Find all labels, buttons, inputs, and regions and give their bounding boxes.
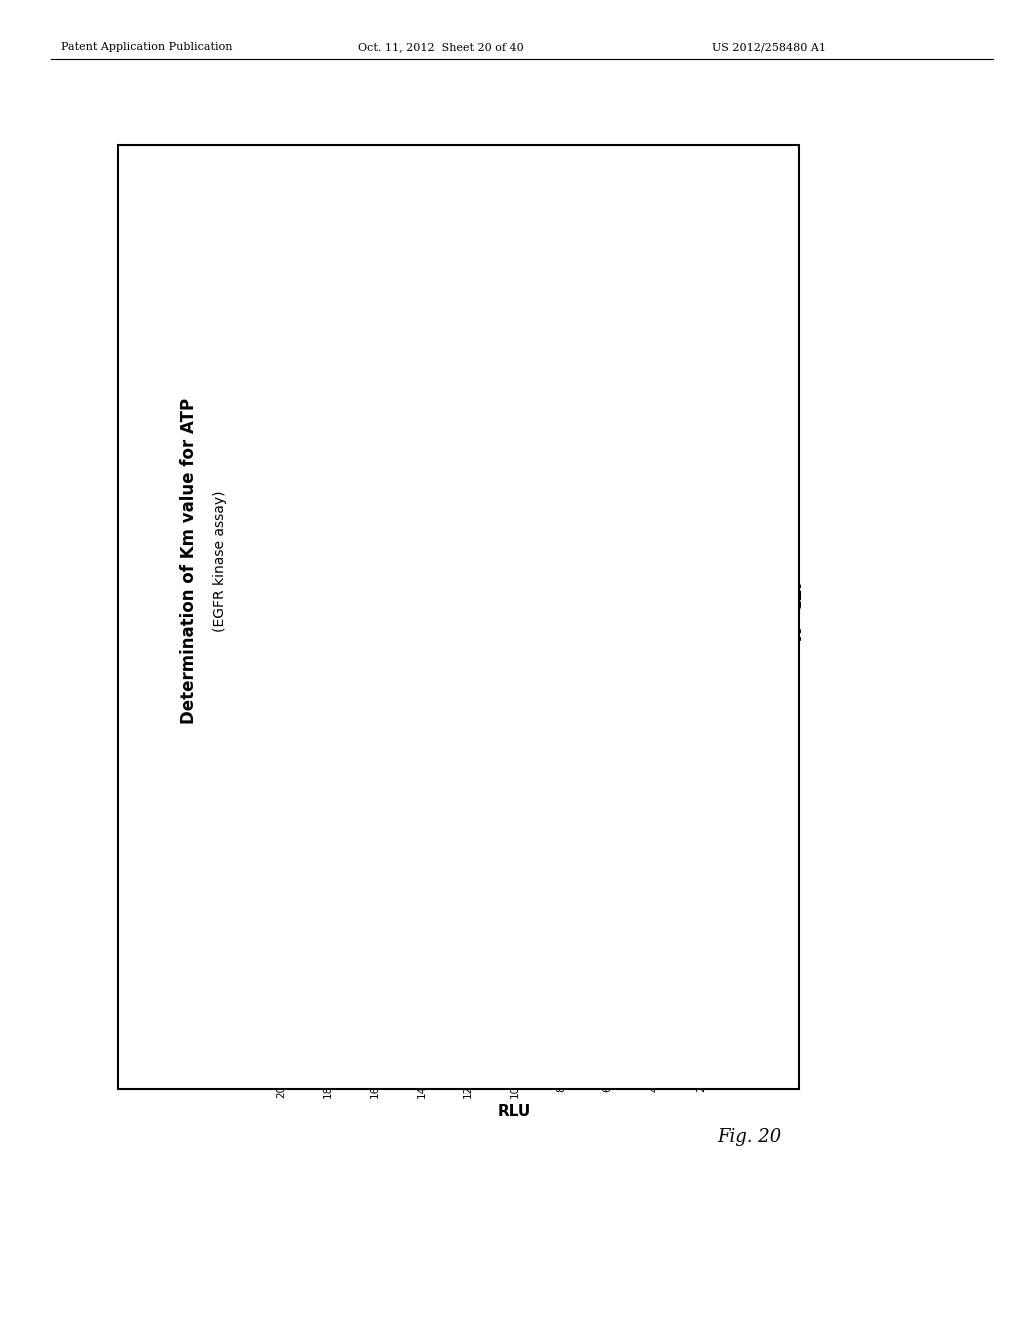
Text: Fig. 20: Fig. 20 bbox=[717, 1127, 781, 1146]
Point bbox=[361, 1015, 378, 1036]
Point bbox=[632, 855, 648, 876]
Point bbox=[327, 1020, 343, 1041]
Point bbox=[678, 685, 694, 706]
Text: Determination of Km value for ATP: Determination of Km value for ATP bbox=[180, 397, 199, 725]
Text: ■  30ng EGFR, 30 min.: ■ 30ng EGFR, 30 min. bbox=[552, 253, 696, 265]
Text: 2μg PolyEY substrate: 2μg PolyEY substrate bbox=[585, 321, 717, 334]
Text: US 2012/258480 A1: US 2012/258480 A1 bbox=[712, 42, 825, 53]
Text: Patent Application Publication: Patent Application Publication bbox=[61, 42, 232, 53]
Point bbox=[416, 1005, 432, 1026]
Text: (EGFR kinase assay): (EGFR kinase assay) bbox=[213, 490, 227, 632]
Text: Oct. 11, 2012  Sheet 20 of 40: Oct. 11, 2012 Sheet 20 of 40 bbox=[358, 42, 524, 53]
X-axis label: RLU: RLU bbox=[498, 1104, 531, 1119]
Point bbox=[487, 983, 504, 1005]
Y-axis label: ATP, μM: ATP, μM bbox=[786, 579, 801, 642]
Text: $K_m$ ATP = 15.5$\mu$M: $K_m$ ATP = 15.5$\mu$M bbox=[718, 445, 733, 572]
Point bbox=[707, 345, 723, 366]
Point bbox=[565, 940, 582, 961]
